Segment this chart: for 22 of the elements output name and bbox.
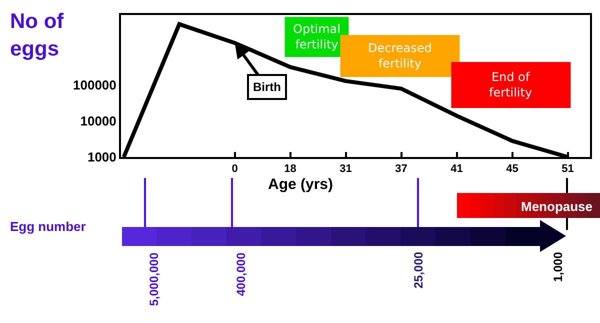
text: 400,000 bbox=[234, 252, 248, 296]
x-axis-title: Age (yrs) bbox=[268, 176, 334, 193]
y-tick-label: 100000 bbox=[73, 78, 116, 93]
y-tick-label: 1000 bbox=[87, 150, 116, 165]
x-tick-label: 0 bbox=[232, 163, 238, 176]
y-axis-title: No of eggs bbox=[10, 10, 65, 60]
x-tick-label: 51 bbox=[562, 163, 574, 176]
x-tick-label: 45 bbox=[506, 163, 518, 176]
x-tick-label: 18 bbox=[284, 163, 296, 176]
band-label: Optimal fertility bbox=[293, 22, 340, 52]
band-label: End of fertility bbox=[489, 70, 532, 100]
text: 1,000 bbox=[551, 252, 565, 282]
band-label: Decreased fertility bbox=[368, 41, 432, 71]
x-tick-label: 37 bbox=[395, 163, 408, 176]
y-tick-label: 10000 bbox=[80, 114, 116, 129]
x-tick-label: 31 bbox=[340, 163, 352, 176]
annotation: Birth bbox=[253, 80, 281, 94]
text: Menopause bbox=[521, 199, 593, 214]
x-tick-label: 41 bbox=[450, 163, 463, 176]
text: 25,000 bbox=[412, 251, 426, 288]
text: Egg number bbox=[10, 219, 86, 234]
text: 5,000,000 bbox=[147, 252, 161, 306]
